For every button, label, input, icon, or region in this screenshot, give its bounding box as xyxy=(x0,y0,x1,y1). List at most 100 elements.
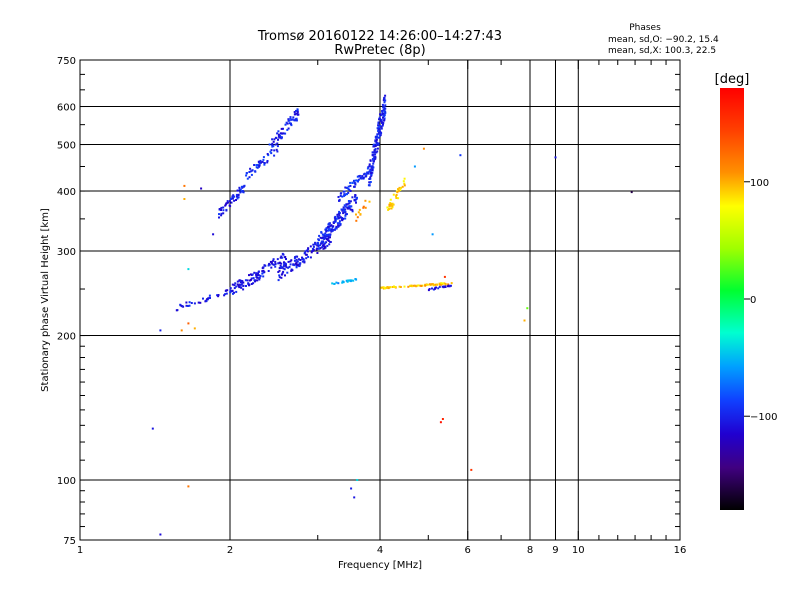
data-point-702 xyxy=(382,121,385,124)
y-tick-label-200: 200 xyxy=(57,332,76,343)
data-point-715 xyxy=(369,177,372,180)
data-point-49 xyxy=(235,193,238,196)
phases-x-stats: mean, sd,X: 100.3, 22.5 xyxy=(608,46,716,56)
data-point-11 xyxy=(226,289,229,292)
data-point-339 xyxy=(278,267,281,269)
data-point-28 xyxy=(202,297,204,300)
data-point-520 xyxy=(354,194,357,196)
x-tick-label-6: 6 xyxy=(465,545,471,556)
data-point-813 xyxy=(379,130,381,133)
data-point-761 xyxy=(383,105,386,108)
data-point-908 xyxy=(436,283,439,286)
data-point-620 xyxy=(364,175,367,178)
data-point-925 xyxy=(403,285,406,288)
data-point-291 xyxy=(252,277,255,280)
data-point-262 xyxy=(248,274,250,277)
data-point-797 xyxy=(380,119,383,122)
data-point-804 xyxy=(372,143,375,146)
data-point-886 xyxy=(416,284,419,287)
data-point-995 xyxy=(439,421,442,424)
data-point-156 xyxy=(270,149,273,152)
data-point-78 xyxy=(232,196,235,198)
data-point-750 xyxy=(381,112,384,115)
data-point-248 xyxy=(280,256,283,259)
data-point-453 xyxy=(323,245,326,248)
data-point-798 xyxy=(374,144,377,147)
y-tick-label-750: 750 xyxy=(57,56,76,67)
data-point-500 xyxy=(336,213,339,216)
data-point-455 xyxy=(331,228,334,231)
data-point-952 xyxy=(431,287,433,290)
data-point-599 xyxy=(343,209,346,212)
data-point-1000 xyxy=(554,156,557,159)
data-point-471 xyxy=(322,241,325,244)
data-point-274 xyxy=(259,275,262,277)
data-point-718 xyxy=(381,103,384,106)
data-point-368 xyxy=(290,268,293,271)
data-point-744 xyxy=(370,173,373,176)
data-point-493 xyxy=(355,198,358,200)
data-point-266 xyxy=(274,260,277,263)
data-point-656 xyxy=(353,185,356,188)
data-point-795 xyxy=(371,165,374,168)
data-point-856 xyxy=(396,191,399,194)
data-point-802 xyxy=(375,139,378,142)
data-point-91 xyxy=(259,159,262,162)
data-point-657 xyxy=(345,193,348,196)
data-point-169 xyxy=(274,143,277,146)
data-point-639 xyxy=(365,173,368,176)
data-point-610 xyxy=(354,183,357,186)
data-point-746 xyxy=(382,116,384,119)
data-point-50 xyxy=(230,198,233,200)
data-point-659 xyxy=(351,182,354,184)
data-point-844 xyxy=(400,186,403,189)
data-point-575 xyxy=(334,219,337,222)
data-point-722 xyxy=(381,124,384,127)
data-point-71 xyxy=(237,196,240,199)
data-point-452 xyxy=(296,260,299,263)
data-point-546 xyxy=(342,206,345,209)
data-point-441 xyxy=(277,279,280,282)
phases-o-stats: mean, sd,O: −90.2, 15.4 xyxy=(608,35,719,45)
data-point-80 xyxy=(222,209,225,212)
data-point-967 xyxy=(428,288,431,290)
data-point-955 xyxy=(438,285,441,288)
data-point-372 xyxy=(295,261,298,264)
data-point-561 xyxy=(338,214,341,217)
data-point-986 xyxy=(183,184,186,187)
data-point-566 xyxy=(333,221,336,223)
data-point-377 xyxy=(327,239,330,242)
data-point-256 xyxy=(280,262,283,265)
data-point-198 xyxy=(296,108,299,111)
data-point-427 xyxy=(322,247,325,250)
data-point-271 xyxy=(244,279,247,282)
data-point-120 xyxy=(275,148,278,151)
data-point-464 xyxy=(327,235,330,238)
data-point-405 xyxy=(302,258,305,261)
data-point-467 xyxy=(327,237,330,240)
data-point-781 xyxy=(373,151,376,154)
data-point-466 xyxy=(336,222,339,225)
data-point-27 xyxy=(208,294,211,297)
data-point-386 xyxy=(314,241,317,244)
data-point-724 xyxy=(376,135,379,138)
data-point-824 xyxy=(379,113,382,116)
y-tick-label-500: 500 xyxy=(57,141,76,152)
data-point-557 xyxy=(339,216,342,219)
data-point-821 xyxy=(376,127,379,130)
data-point-647 xyxy=(353,179,356,182)
data-point-387 xyxy=(312,245,315,248)
data-point-607 xyxy=(349,181,352,184)
data-point-195 xyxy=(289,117,292,120)
data-point-448 xyxy=(323,247,326,250)
data-point-30 xyxy=(217,294,220,296)
data-point-853 xyxy=(390,203,393,206)
data-point-932 xyxy=(351,279,353,282)
data-point-950 xyxy=(333,283,336,285)
data-point-171 xyxy=(292,116,295,119)
data-point-73 xyxy=(236,197,239,200)
data-point-199 xyxy=(294,113,296,116)
data-point-184 xyxy=(296,112,299,115)
data-point-948 xyxy=(354,278,357,280)
data-point-1004 xyxy=(443,275,446,278)
